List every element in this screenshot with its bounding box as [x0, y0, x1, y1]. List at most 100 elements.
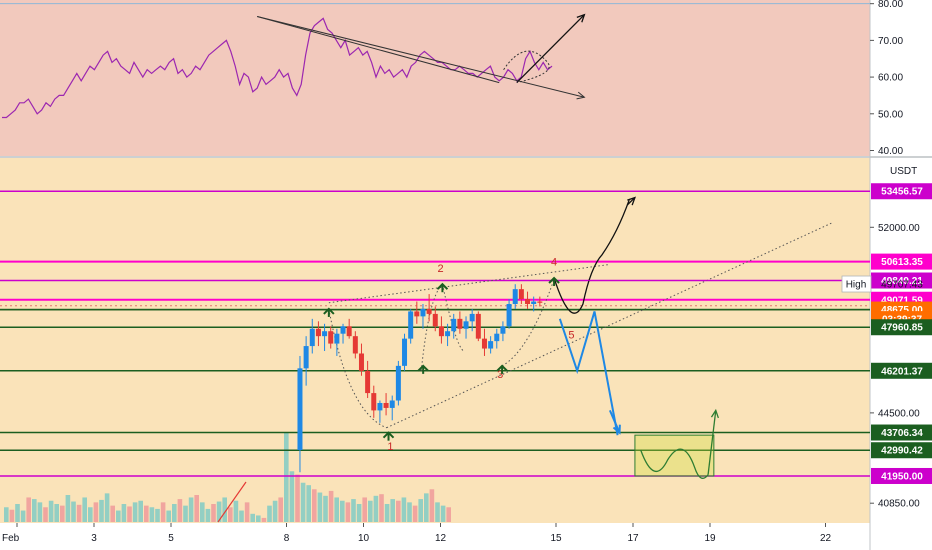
- volume-bar: [183, 505, 188, 522]
- candle-body: [451, 318, 457, 332]
- price-tag: [871, 272, 932, 289]
- annotations-layer: 1 2 3 4 5: [323, 257, 574, 453]
- rsi-down-arrow: [257, 16, 585, 98]
- candle-body: [494, 333, 500, 342]
- volume-bar: [76, 504, 82, 522]
- volume-bar: [177, 499, 183, 522]
- volume-bar: [82, 497, 87, 522]
- rsi-axis-label: 50.00: [878, 109, 903, 120]
- volume-bar: [379, 494, 384, 522]
- rsi-axis-label: 60.00: [878, 73, 903, 84]
- rsi-axis-label: 70.00: [878, 36, 903, 47]
- price-tag: [871, 183, 932, 200]
- candle-body: [420, 308, 426, 317]
- time-axis-label: 12: [435, 533, 447, 544]
- volume-bar: [429, 489, 435, 522]
- candle-body: [309, 328, 315, 347]
- volume-bar: [20, 510, 26, 522]
- volume-bar: [205, 508, 211, 522]
- rsi-layer: [0, 3, 870, 119]
- currency-label: USDT: [890, 166, 917, 177]
- candle-body: [438, 326, 444, 337]
- candle-body: [322, 331, 328, 337]
- rsi-up-arrow: [516, 14, 585, 84]
- volume-bar: [384, 504, 390, 522]
- volume-bar: [60, 505, 65, 522]
- bullish-projection-arrow: [626, 197, 636, 206]
- price-tag: [871, 362, 932, 379]
- time-axis-label: 15: [550, 533, 562, 544]
- price-axis-label: 44500.00: [878, 408, 920, 419]
- volume-bar: [368, 500, 373, 522]
- candle-body: [445, 331, 451, 337]
- volume-bar: [228, 507, 233, 522]
- volume-bar: [65, 495, 71, 522]
- candle-body: [328, 331, 334, 344]
- bullish-projection-curve: [553, 199, 630, 314]
- price-tag-label: 53456.57: [881, 187, 923, 198]
- candle-body: [371, 393, 377, 411]
- volume-bar: [93, 502, 99, 522]
- candle-body: [512, 289, 518, 304]
- volume-bar: [362, 497, 367, 522]
- price-tag: [871, 467, 932, 484]
- price-tag: [871, 442, 932, 459]
- candle-body: [303, 346, 309, 369]
- high-marker-value: 49707.43: [881, 280, 923, 291]
- box-breakout-arrow: [707, 410, 717, 475]
- accumulation-box: [634, 434, 715, 477]
- volume-bar: [194, 495, 199, 522]
- candle-body: [475, 313, 481, 339]
- time-axis-label: 10: [358, 533, 370, 544]
- volume-bar: [127, 506, 132, 522]
- rsi-down-arrow-head: [576, 91, 586, 100]
- wave-label: 2: [437, 263, 443, 275]
- volume-bar: [278, 497, 283, 522]
- volume-bar: [267, 505, 272, 522]
- candle-body: [481, 338, 487, 349]
- candle-body: [469, 313, 475, 322]
- volume-bar: [166, 510, 171, 522]
- price-tag-label: 43706.34: [881, 428, 923, 439]
- volume-bar: [138, 500, 143, 522]
- volume-bar: [104, 493, 110, 522]
- volume-bar: [284, 432, 289, 522]
- price-tag-label: 46201.37: [881, 366, 923, 377]
- wave-label: 4: [551, 257, 557, 269]
- volume-bar: [26, 497, 31, 522]
- candle-body: [352, 336, 358, 354]
- rsi-axis-label: 80.00: [878, 0, 903, 10]
- time-axis-label: 3: [91, 533, 97, 544]
- volume-bar: [412, 505, 418, 522]
- candle-body: [315, 328, 321, 337]
- bullish-projection-arrow-head: [627, 196, 637, 206]
- volume-bar: [37, 502, 43, 522]
- volume-red-line: [217, 481, 247, 523]
- volume-bar: [172, 504, 177, 522]
- price-axis-label: 52000.00: [878, 223, 920, 234]
- candle-body: [525, 299, 531, 304]
- volume-bar: [295, 474, 300, 522]
- volume-bar: [306, 485, 311, 522]
- price-tags-layer: 53456.57 50613.35 49849.21 49071.5948675.00…: [841, 183, 932, 484]
- rsi-panel-bg: [0, 0, 870, 156]
- candle-body: [457, 318, 463, 329]
- wave-label: 1: [387, 441, 393, 453]
- volume-bar: [323, 495, 328, 522]
- volume-bar: [99, 499, 104, 522]
- volume-bar: [132, 502, 138, 522]
- wave-label: 3: [497, 369, 503, 381]
- volume-bar: [149, 507, 155, 522]
- volume-bar: [71, 501, 76, 522]
- dotted-swing-1: [328, 308, 387, 429]
- candle-body: [408, 311, 414, 339]
- dotted-swing-3: [441, 284, 464, 352]
- price-tag: [871, 424, 932, 441]
- drawings-layer: [328, 196, 870, 479]
- volume-bar: [54, 504, 59, 522]
- candle-body: [537, 301, 543, 303]
- candle-body: [377, 402, 383, 411]
- price-tag-label: 50613.35: [881, 257, 923, 268]
- volume-bar: [334, 497, 339, 522]
- candle-body: [518, 289, 524, 300]
